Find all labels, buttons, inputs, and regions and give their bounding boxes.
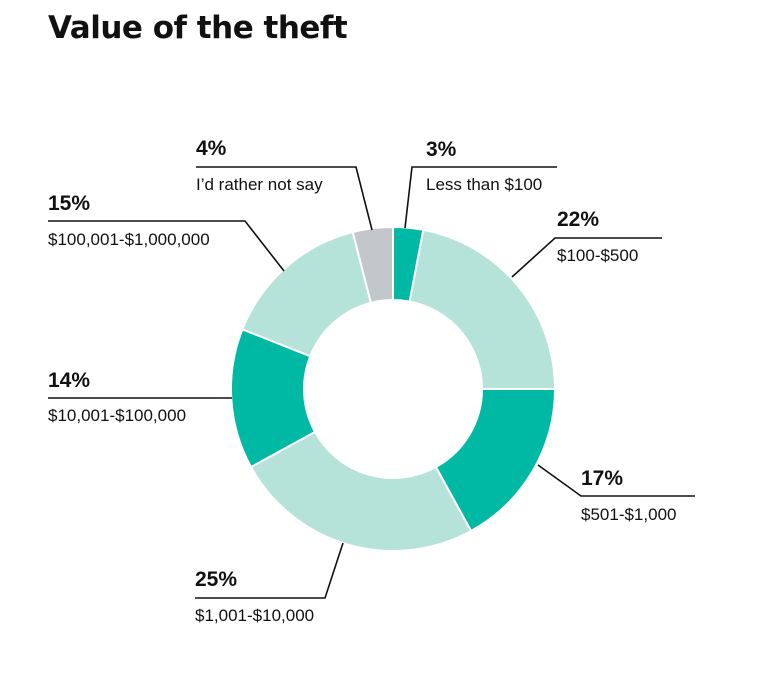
donut-slice-1-001-10-000 [249, 430, 473, 552]
leader-line-less-than-100 [404, 166, 557, 229]
leader-lines [48, 166, 695, 599]
percent-label-501-1-000: 17% [581, 467, 623, 490]
chart-title: Value of the theft [48, 10, 348, 46]
category-label-100-500: $100-$500 [557, 246, 638, 265]
donut-slices [230, 225, 557, 552]
percent-label-less-than-100: 3% [426, 138, 457, 161]
donut-slice-100-001-1-000-000 [241, 230, 373, 358]
category-label-less-than-100: Less than $100 [426, 175, 542, 194]
leader-line-100-500 [511, 237, 662, 278]
donut-slice-i-d-rather-not-say [351, 225, 394, 305]
category-label-i-d-rather-not-say: I’d rather not say [196, 175, 323, 194]
slice-labels: 3% Less than $100 22% $100-$500 17% $501-$1,0… [48, 137, 676, 625]
donut-slice-100-500 [408, 228, 557, 390]
category-label-100-001-1-000-000: $100,001-$1,000,000 [48, 230, 210, 249]
percent-label-10-001-100-000: 14% [48, 369, 90, 392]
category-label-1-001-10-000: $1,001-$10,000 [195, 606, 314, 625]
leader-line-100-001-1-000-000 [48, 220, 285, 272]
leader-line-501-1-000 [537, 464, 695, 497]
category-label-10-001-100-000: $10,001-$100,000 [48, 406, 186, 425]
leader-line-1-001-10-000 [195, 542, 344, 599]
percent-label-100-001-1-000-000: 15% [48, 192, 90, 215]
percent-label-100-500: 22% [557, 208, 599, 231]
percent-label-i-d-rather-not-say: 4% [196, 137, 227, 160]
category-label-501-1-000: $501-$1,000 [581, 505, 676, 524]
percent-label-1-001-10-000: 25% [195, 568, 237, 591]
leader-line-i-d-rather-not-say [196, 166, 373, 231]
